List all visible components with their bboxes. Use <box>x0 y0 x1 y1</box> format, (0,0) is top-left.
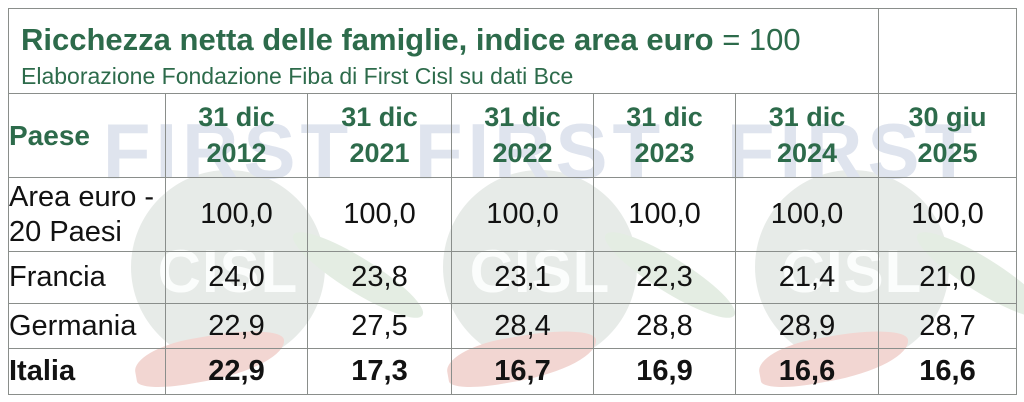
column-header-paese: Paese <box>8 93 166 178</box>
column-header-period-2022: 31 dic 2022 <box>451 93 594 178</box>
period-line2: 2022 <box>492 137 553 168</box>
value-cell: 16,7 <box>451 348 594 395</box>
value-cell: 27,5 <box>307 303 452 349</box>
value-cell: 100,0 <box>165 177 308 252</box>
period-line1: 31 dic <box>484 102 561 133</box>
title-band-empty-cell <box>878 8 1017 94</box>
page-title-bold: Ricchezza netta delle famiglie, indice a… <box>21 22 714 58</box>
value-cell: 22,3 <box>593 251 736 304</box>
country-cell: Area euro - 20 Paesi <box>8 177 166 252</box>
value-cell: 100,0 <box>593 177 736 252</box>
value-cell: 28,4 <box>451 303 594 349</box>
table-header-row: Paese 31 dic 2012 31 dic 2021 31 dic 202… <box>8 93 1017 178</box>
value-cell: 21,0 <box>878 251 1017 304</box>
table-row-area-euro: Area euro - 20 Paesi 100,0 100,0 100,0 1… <box>8 177 1017 252</box>
value-cell: 100,0 <box>735 177 879 252</box>
table-row-germania: Germania 22,9 27,5 28,4 28,8 28,9 28,7 <box>8 303 1017 349</box>
value-cell: 28,7 <box>878 303 1017 349</box>
title-band-cell: Ricchezza netta delle famiglie, indice a… <box>8 8 879 94</box>
title-band-row: Ricchezza netta delle famiglie, indice a… <box>8 8 1017 94</box>
table-row-francia: Francia 24,0 23,8 23,1 22,3 21,4 21,0 <box>8 251 1017 304</box>
period-line2: 2023 <box>634 137 695 168</box>
value-cell: 28,8 <box>593 303 736 349</box>
page-title: Ricchezza netta delle famiglie, indice a… <box>21 21 878 58</box>
column-header-period-2012: 31 dic 2012 <box>165 93 308 178</box>
period-line1: 31 dic <box>341 102 418 133</box>
value-cell: 22,9 <box>165 348 308 395</box>
period-line2: 2012 <box>206 137 267 168</box>
country-cell: Italia <box>8 348 166 395</box>
value-cell: 16,6 <box>735 348 879 395</box>
column-header-period-2025: 30 giu 2025 <box>878 93 1017 178</box>
period-line1: 31 dic <box>768 102 846 133</box>
value-cell: 100,0 <box>307 177 452 252</box>
value-cell: 100,0 <box>878 177 1017 252</box>
value-cell: 28,9 <box>735 303 879 349</box>
value-cell: 24,0 <box>165 251 308 304</box>
period-line1: 30 giu <box>908 102 987 133</box>
period-line1: 31 dic <box>626 102 703 133</box>
column-header-period-2023: 31 dic 2023 <box>593 93 736 178</box>
title-block: Ricchezza netta delle famiglie, indice a… <box>9 11 878 91</box>
page-subtitle: Elaborazione Fondazione Fiba di First Ci… <box>21 63 574 90</box>
country-cell: Francia <box>8 251 166 304</box>
country-cell: Germania <box>8 303 166 349</box>
column-header-period-2021: 31 dic 2021 <box>307 93 452 178</box>
table-row-italia: Italia 22,9 17,3 16,7 16,9 16,6 16,6 <box>8 348 1017 395</box>
value-cell: 21,4 <box>735 251 879 304</box>
value-cell: 23,1 <box>451 251 594 304</box>
column-header-period-2024: 31 dic 2024 <box>735 93 879 178</box>
value-cell: 23,8 <box>307 251 452 304</box>
period-line2: 2021 <box>349 137 410 168</box>
value-cell: 17,3 <box>307 348 452 395</box>
page-title-normal: = 100 <box>713 22 801 58</box>
wealth-table: Ricchezza netta delle famiglie, indice a… <box>8 8 1017 395</box>
value-cell: 16,6 <box>878 348 1017 395</box>
period-line2: 2024 <box>776 137 838 168</box>
period-line1: 31 dic <box>198 102 275 133</box>
value-cell: 100,0 <box>451 177 594 252</box>
value-cell: 16,9 <box>593 348 736 395</box>
period-line2: 2025 <box>917 137 978 168</box>
value-cell: 22,9 <box>165 303 308 349</box>
